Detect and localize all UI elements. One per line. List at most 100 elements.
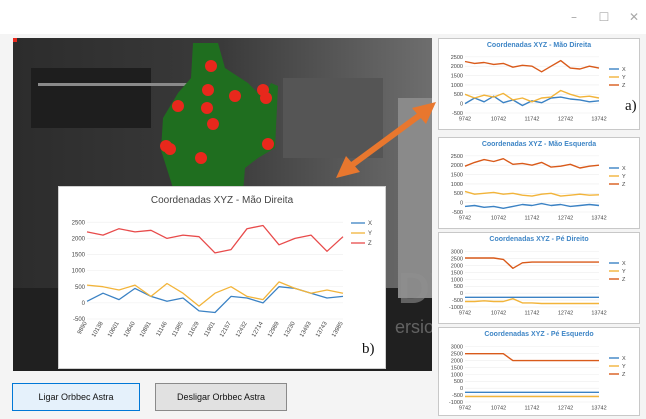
series-line-y — [464, 190, 600, 197]
y-tick-label: 1500 — [451, 365, 463, 371]
x-tick-label: 9742 — [459, 406, 471, 412]
legend-label: Y — [622, 75, 626, 81]
x-tick-label: 12432 — [235, 320, 249, 338]
y-tick-label: 500 — [454, 191, 463, 197]
x-tick-label: 9742 — [459, 216, 471, 222]
chart-panel-right-hand: Coordenadas XYZ - Mão Direita 2500 2000 15… — [438, 38, 640, 130]
wall-panel-left — [31, 68, 151, 128]
y-tick-label: -500 — [452, 111, 463, 117]
disconnect-orbbec-button[interactable]: Desligar Orbbec Astra — [155, 383, 287, 411]
legend-label: Z — [622, 372, 626, 378]
x-tick-label: 11742 — [525, 117, 540, 123]
legend-label: Y — [622, 174, 626, 180]
y-tick-label: 2500 — [72, 220, 86, 226]
chart-title: Coordenadas XYZ - Mão Direita — [150, 195, 294, 206]
y-tick-label: 1500 — [451, 270, 463, 276]
legend-label: X — [622, 356, 626, 362]
y-tick-label: 500 — [454, 284, 463, 290]
x-tick-label: 10742 — [491, 216, 506, 222]
legend-label: Z — [368, 241, 372, 247]
series-line-z — [86, 224, 344, 254]
y-tick-label: 0 — [460, 102, 463, 108]
legend-label: Y — [622, 269, 626, 275]
zoom-arrow-icon — [336, 102, 436, 178]
series-line-z — [464, 59, 600, 73]
y-tick-label: -1000 — [449, 305, 463, 311]
legend-label: Z — [622, 182, 626, 188]
x-tick-label: 11742 — [525, 311, 540, 317]
y-tick-label: -500 — [452, 210, 463, 216]
x-tick-label: 10891 — [139, 320, 153, 338]
x-tick-label: 13493 — [299, 320, 313, 338]
x-tick-label: 12742 — [558, 216, 573, 222]
series-line-x — [464, 202, 600, 210]
x-tick-label: 10742 — [491, 311, 506, 317]
series-line-y — [86, 281, 344, 307]
y-tick-label: -500 — [452, 393, 463, 399]
person-silhouette — [161, 43, 278, 193]
wall-panel-right — [283, 78, 383, 158]
y-tick-label: 2500 — [451, 154, 463, 160]
y-tick-label: 1000 — [451, 182, 463, 188]
x-tick-label: 11901 — [203, 320, 217, 338]
series-line-z — [465, 353, 599, 362]
y-tick-label: 2000 — [451, 263, 463, 269]
joint-spine — [201, 102, 213, 114]
x-tick-label: 12157 — [219, 320, 233, 338]
x-tick-label: 9742 — [459, 117, 471, 123]
chart-title: Coordenadas XYZ - Mão Esquerda — [481, 141, 597, 148]
maximize-icon[interactable]: ☐ — [598, 10, 610, 24]
joint-wrist-left — [164, 143, 176, 155]
x-tick-label: 10742 — [491, 406, 506, 412]
y-tick-label: 2000 — [451, 358, 463, 364]
legend-label: Z — [622, 277, 626, 283]
y-tick-label: -500 — [452, 298, 463, 304]
y-tick-label: 1000 — [451, 277, 463, 283]
x-tick-label: 13230 — [283, 320, 297, 338]
joint-neck — [202, 84, 214, 96]
legend-label: X — [622, 166, 626, 172]
y-tick-label: 1500 — [451, 74, 463, 80]
joint-head — [205, 60, 217, 72]
series-line-y — [464, 89, 600, 103]
x-tick-label: 11385 — [171, 320, 185, 338]
y-tick-label: 1000 — [72, 269, 86, 275]
y-tick-label: 500 — [454, 379, 463, 385]
connect-orbbec-button[interactable]: Ligar Orbbec Astra — [12, 383, 140, 411]
x-tick-label: 11629 — [187, 320, 201, 338]
y-tick-label: 3000 — [451, 250, 463, 256]
y-tick-label: 0 — [460, 291, 463, 297]
chart-title: Coordenadas XYZ - Pé Esquerdo — [484, 331, 594, 338]
series-line-z — [465, 257, 599, 269]
joint-hand-right — [260, 92, 272, 104]
chart-panel-left-hand: Coordenadas XYZ - Mão Esquerda 2500 2000 1… — [438, 137, 640, 229]
x-tick-label: 11742 — [525, 216, 540, 222]
legend-label: Y — [368, 231, 372, 237]
y-tick-label: -1000 — [449, 400, 463, 406]
y-tick-label: 500 — [75, 285, 86, 291]
minimize-icon[interactable]: – — [571, 10, 577, 24]
x-tick-label: 13742 — [591, 406, 606, 412]
x-tick-label: 13742 — [591, 216, 606, 222]
y-tick-label: 2000 — [451, 64, 463, 70]
title-bar: – ☐ ✕ — [0, 0, 646, 34]
y-tick-label: 0 — [82, 301, 86, 307]
series-line-x — [86, 286, 344, 314]
close-icon[interactable]: ✕ — [628, 10, 640, 24]
skeleton-joints — [160, 60, 274, 164]
legend-label: X — [622, 67, 626, 73]
annotation-a: a) — [625, 98, 637, 114]
x-tick-label: 12714 — [251, 320, 265, 338]
x-tick-label: 10601 — [107, 320, 121, 338]
y-tick-label: -500 — [73, 317, 86, 323]
legend-label: X — [622, 261, 626, 267]
x-tick-label: 12742 — [558, 406, 573, 412]
series-line-y — [465, 297, 599, 305]
x-tick-label: 12989 — [267, 320, 281, 338]
chart-panel-left-foot: Coordenadas XYZ - Pé Esquerdo 3000 2500 20… — [438, 327, 640, 416]
x-tick-label: 13743 — [315, 320, 329, 338]
